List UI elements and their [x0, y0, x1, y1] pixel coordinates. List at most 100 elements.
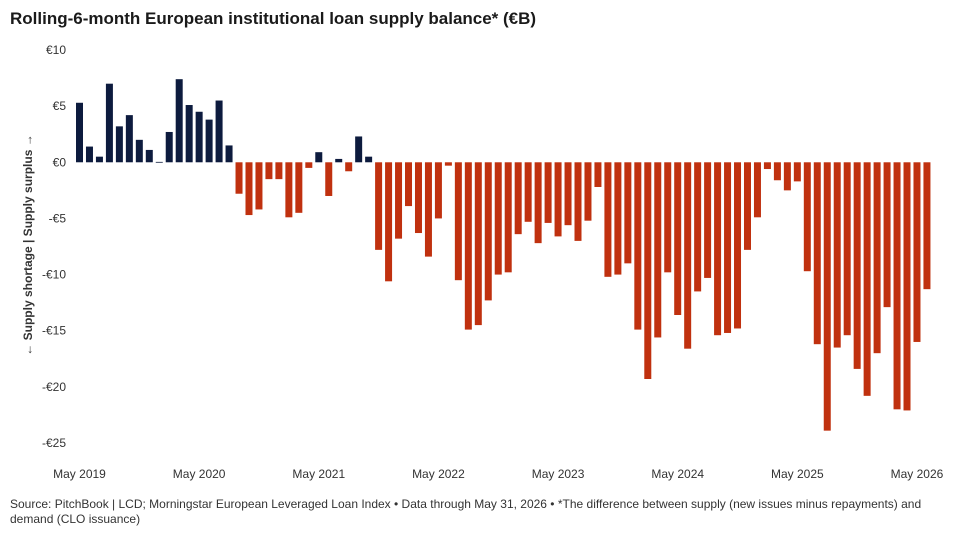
bar	[195, 111, 203, 163]
bar	[414, 162, 422, 234]
bar	[504, 162, 512, 273]
bar	[165, 131, 173, 163]
bar	[574, 162, 582, 241]
y-tick-label: -€15	[42, 324, 66, 338]
bar	[205, 119, 213, 163]
bar	[863, 162, 871, 396]
bar	[484, 162, 492, 301]
bar	[155, 161, 163, 163]
bar	[215, 100, 223, 163]
bar	[305, 162, 313, 168]
bar	[444, 162, 452, 166]
x-tick-label: May 2025	[771, 467, 824, 481]
chart-title: Rolling-6-month European institutional l…	[10, 9, 537, 28]
bar	[714, 162, 722, 336]
y-tick-label: -€20	[42, 380, 66, 394]
bar	[424, 162, 432, 257]
bar	[893, 162, 901, 410]
bar	[145, 149, 153, 163]
bar	[664, 162, 672, 273]
bar	[295, 162, 303, 213]
bar	[345, 162, 353, 172]
bar	[684, 162, 692, 349]
bar	[793, 162, 801, 182]
bar	[76, 102, 83, 163]
bars	[76, 79, 931, 431]
bar	[724, 162, 732, 333]
bar	[753, 162, 761, 218]
x-tick-label: May 2021	[292, 467, 345, 481]
bar	[275, 162, 283, 180]
bar	[734, 162, 742, 329]
bar	[544, 162, 552, 223]
bar	[883, 162, 891, 308]
bar	[235, 162, 243, 194]
y-tick-label: -€5	[49, 211, 67, 225]
bar	[315, 152, 323, 163]
y-tick-label: €0	[53, 155, 67, 169]
x-tick-label: May 2024	[651, 467, 704, 481]
bar	[634, 162, 642, 330]
bar	[245, 162, 253, 216]
source-note: Source: PitchBook | LCD; Morningstar Eur…	[10, 497, 922, 526]
bar	[385, 162, 393, 282]
bar	[514, 162, 522, 235]
bar	[175, 79, 183, 163]
bar	[923, 162, 931, 290]
bar	[454, 162, 462, 281]
y-axis: €10 €5 €0 -€5 -€10 -€15 -€20 -€25	[42, 43, 66, 450]
bar	[185, 105, 193, 163]
bar	[833, 162, 841, 348]
bar	[803, 162, 811, 272]
bar	[375, 162, 383, 250]
bar	[464, 162, 472, 330]
y-tick-label: -€10	[42, 268, 66, 282]
bar	[365, 156, 373, 163]
bar	[125, 115, 133, 163]
bar	[564, 162, 572, 226]
bar	[95, 156, 103, 163]
bar	[474, 162, 482, 326]
bar	[335, 158, 343, 163]
bar	[554, 162, 562, 237]
bar	[524, 162, 532, 222]
y-tick-label: €10	[46, 43, 66, 57]
bar	[594, 162, 602, 187]
bar	[873, 162, 881, 354]
bar	[494, 162, 502, 275]
bar	[704, 162, 712, 278]
bar	[624, 162, 632, 264]
bar	[85, 146, 93, 163]
bar	[823, 162, 831, 431]
bar	[105, 83, 113, 163]
y-axis-label: ← Supply shortage | Supply surplus →	[21, 134, 35, 355]
bar	[135, 139, 143, 163]
x-tick-label: May 2020	[173, 467, 226, 481]
bar	[285, 162, 293, 218]
bar	[534, 162, 542, 244]
x-tick-label: May 2026	[891, 467, 944, 481]
bar	[395, 162, 403, 239]
bar	[225, 145, 233, 163]
x-tick-label: May 2022	[412, 467, 465, 481]
x-tick-label: May 2023	[532, 467, 585, 481]
y-tick-label: €5	[53, 99, 67, 113]
bar	[115, 126, 123, 163]
bar	[355, 136, 363, 163]
bar	[903, 162, 911, 411]
y-tick-label: -€25	[42, 436, 66, 450]
bar	[255, 162, 263, 210]
bar	[783, 162, 791, 191]
bar	[674, 162, 682, 315]
bar	[694, 162, 702, 292]
bar	[325, 162, 333, 196]
bar	[644, 162, 652, 379]
bar	[434, 162, 442, 219]
bar	[584, 162, 592, 221]
x-axis: May 2019 May 2020 May 2021 May 2022 May 2023…	[53, 467, 944, 481]
bar	[654, 162, 662, 338]
bar	[773, 162, 781, 181]
bar	[853, 162, 861, 369]
bar	[265, 162, 273, 180]
